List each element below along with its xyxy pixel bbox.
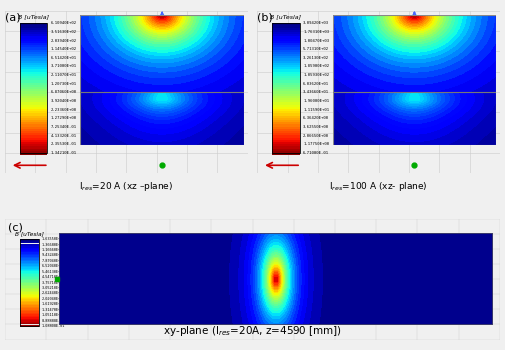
- Text: I$_{res}$=20 A (xz –plane): I$_{res}$=20 A (xz –plane): [79, 180, 174, 193]
- Text: xy-plane (I$_{res}$=20A, z=4590 [mm]): xy-plane (I$_{res}$=20A, z=4590 [mm]): [163, 324, 342, 338]
- Text: (c): (c): [8, 223, 22, 232]
- Text: I$_{res}$=100 A (xz- plane): I$_{res}$=100 A (xz- plane): [329, 180, 428, 193]
- Text: (a): (a): [5, 12, 21, 22]
- Text: (b): (b): [258, 12, 273, 22]
